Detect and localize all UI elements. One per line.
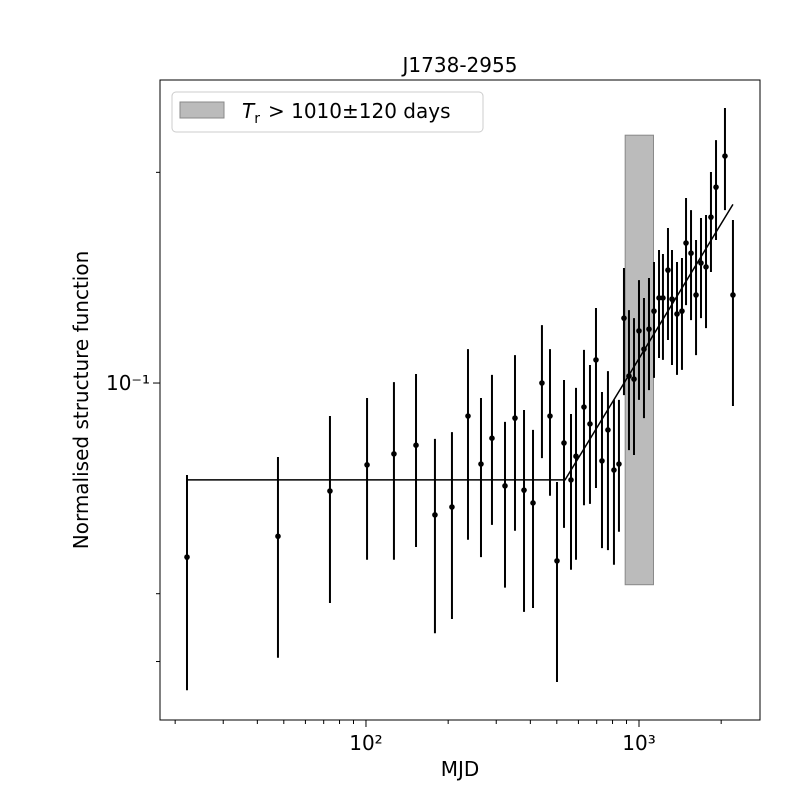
legend-label: Tr > 1010±120 days [242,99,451,127]
data-point [547,413,553,419]
data-point [599,458,605,464]
data-point [391,451,397,457]
data-point [581,404,587,410]
data-point [674,311,680,317]
data-point [512,415,518,421]
data-point [708,214,714,220]
data-point [621,315,627,321]
data-point [573,453,579,460]
data-point [530,500,536,506]
data-point [587,421,593,427]
data-point [489,435,495,441]
data-point [184,554,190,560]
data-point [646,326,652,332]
data-point [679,308,685,314]
legend-label-part: r [254,111,260,127]
x-tick-label: 10³ [622,731,655,755]
data-point [465,413,471,419]
data-point [631,376,637,382]
data-point [703,264,709,270]
data-point [730,292,736,298]
data-point [616,461,622,467]
data-point [656,295,662,301]
data-point [327,488,333,494]
legend: Tr > 1010±120 days [171,91,484,133]
data-point [688,250,694,256]
data-point [593,357,599,363]
y-tick-label: 10⁻¹ [106,371,150,395]
legend-label-part: > 1010±120 days [268,99,451,123]
data-point [636,328,642,334]
data-point [432,512,438,518]
data-point [521,487,527,493]
data-point [605,427,611,433]
data-point [660,295,666,301]
chart-title: J1738-2955 [401,53,518,77]
data-point [641,346,647,352]
data-point [651,308,657,314]
x-axis-label: MJD [441,757,480,781]
y-axis-label: Normalised structure function [69,251,93,550]
data-point [539,380,545,386]
data-point [413,442,419,449]
data-point [698,260,704,266]
data-point [502,483,508,489]
data-point [364,462,370,468]
data-point [568,477,574,483]
data-point [665,267,671,273]
legend-label-part: T [242,99,256,123]
plot-frame [159,79,761,721]
data-point [449,504,455,510]
data-point [611,467,617,473]
data-point [275,533,281,540]
data-point [669,296,675,302]
data-point [626,373,632,379]
data-point [683,240,689,246]
legend-box [171,91,484,133]
legend-swatch [179,101,225,119]
x-tick-label: 10² [349,731,382,755]
data-point [554,558,560,564]
data-point [722,153,728,159]
data-point [713,184,719,190]
data-point [693,292,699,298]
data-point [478,461,484,467]
data-point [561,440,567,446]
